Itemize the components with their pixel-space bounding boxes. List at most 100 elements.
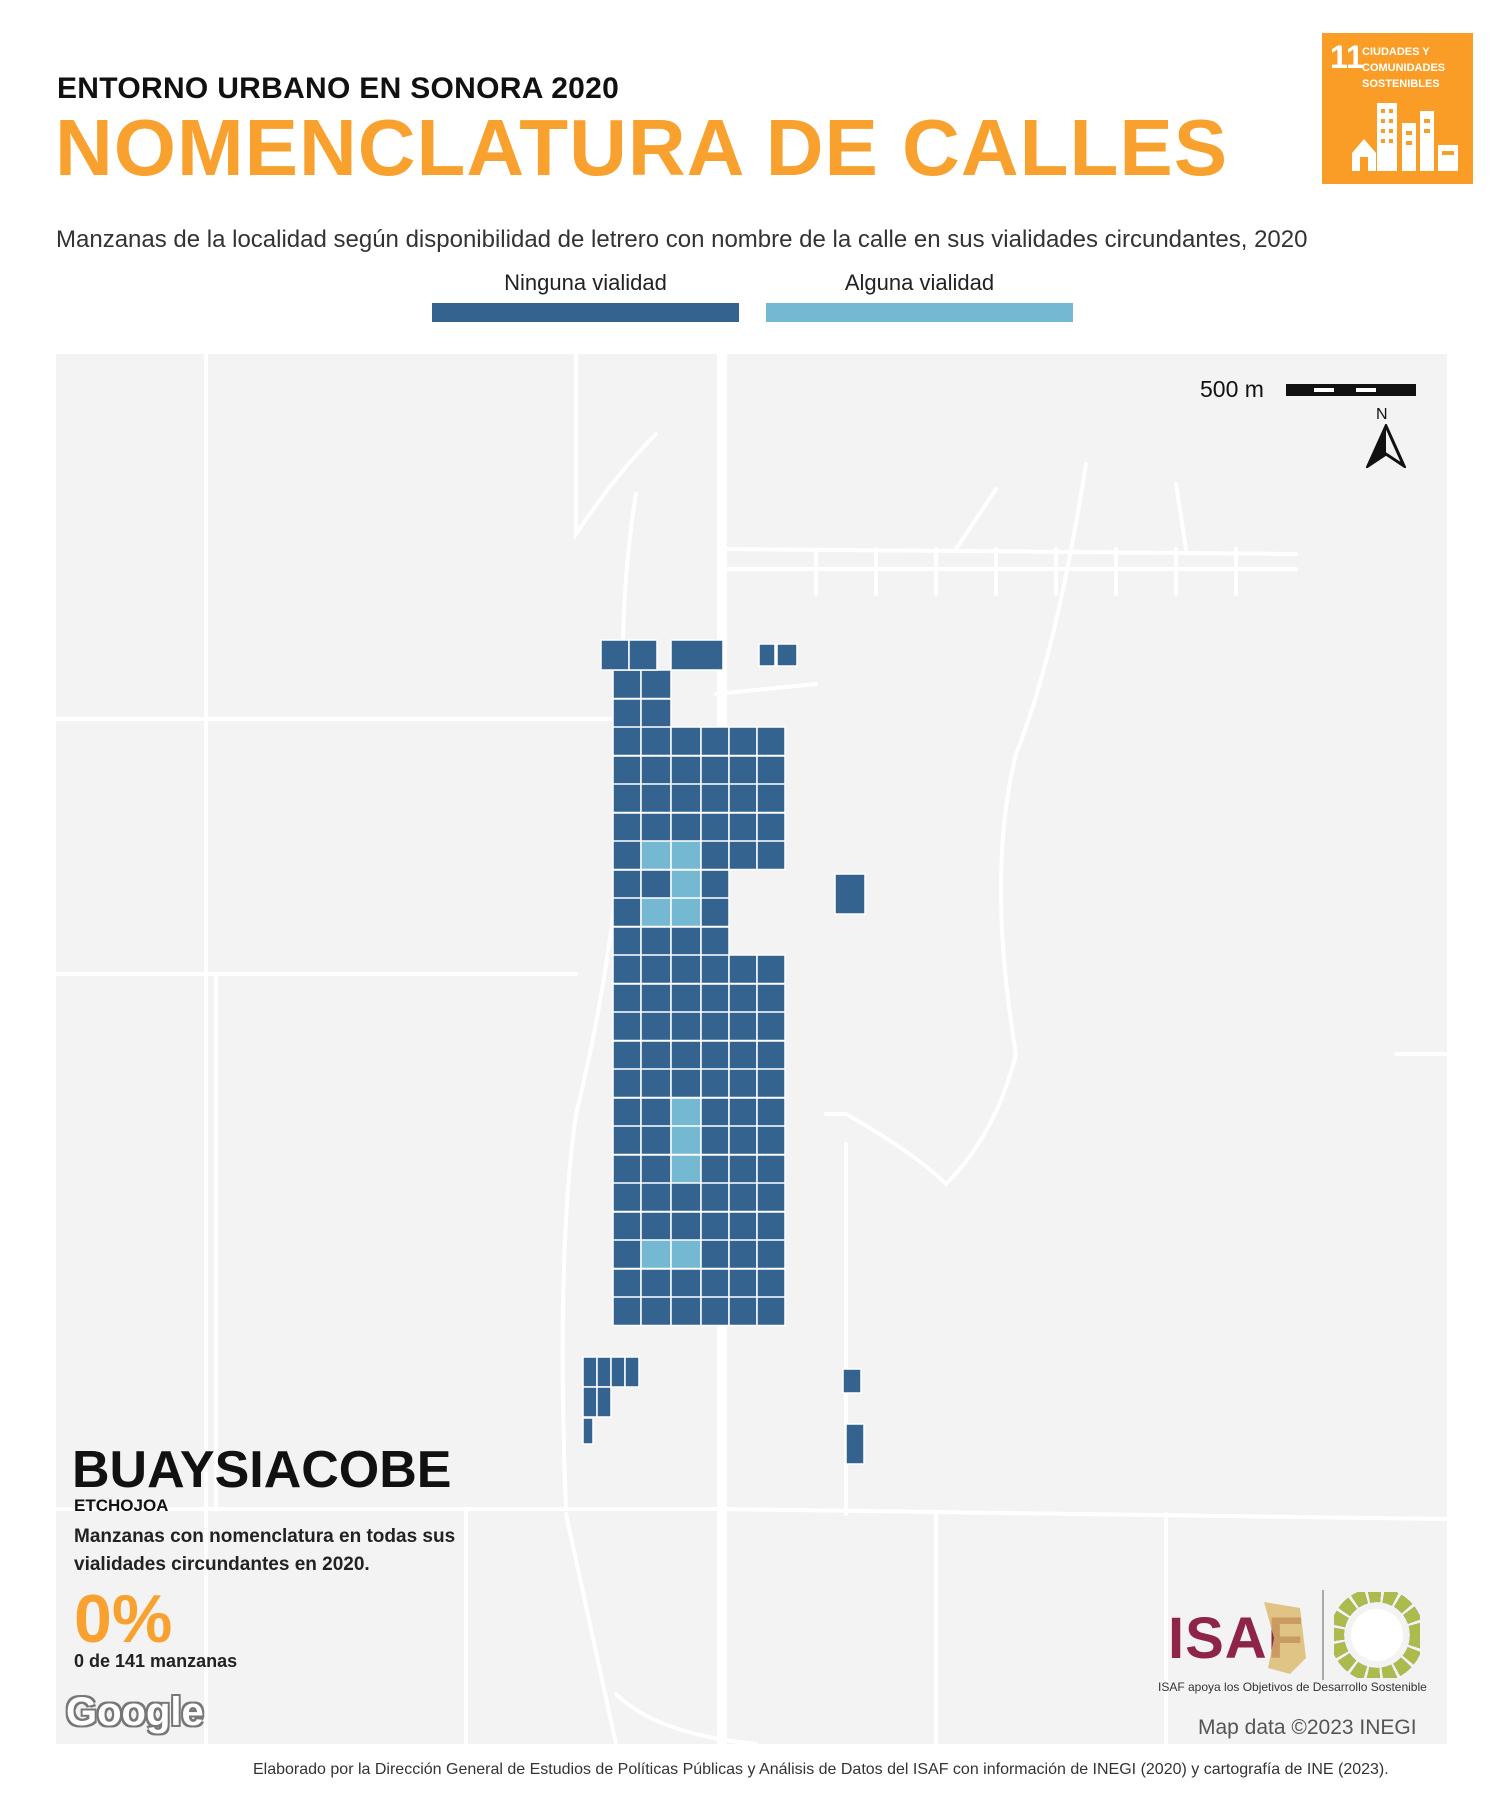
city-block <box>600 639 630 671</box>
city-block <box>700 983 730 1014</box>
sdg-wheel-icon <box>1334 1592 1420 1678</box>
city-block <box>628 639 658 671</box>
blocks-layer <box>582 639 866 1465</box>
city-block <box>756 726 786 757</box>
scale-bar-icon <box>1286 384 1416 396</box>
city-block <box>612 954 642 985</box>
summary-percent: 0% <box>74 1581 173 1657</box>
city-block <box>700 726 730 757</box>
map-attribution: Map data ©2023 INEGI <box>1198 1716 1417 1739</box>
city-block <box>700 926 730 957</box>
city-block <box>670 1296 702 1327</box>
city-block <box>842 1368 862 1394</box>
city-block <box>670 1011 702 1042</box>
city-block <box>700 1011 730 1042</box>
city-block <box>596 1356 612 1388</box>
city-block <box>758 643 776 667</box>
page-subtitle: Manzanas de la localidad según disponibi… <box>56 226 1308 253</box>
city-block <box>612 1296 642 1327</box>
city-block <box>612 1011 642 1042</box>
city-block <box>612 840 642 871</box>
city-block <box>756 1296 786 1327</box>
city-block <box>728 1154 758 1185</box>
city-block <box>612 726 642 757</box>
city-block <box>728 783 758 814</box>
city-block <box>612 698 642 729</box>
city-block <box>700 812 730 843</box>
city-block <box>700 783 730 814</box>
city-block <box>612 926 642 957</box>
city-block <box>670 812 702 843</box>
city-block <box>612 1211 642 1242</box>
city-block <box>640 669 672 700</box>
city-block <box>700 1211 730 1242</box>
city-block <box>670 1182 702 1213</box>
city-block <box>700 869 730 900</box>
city-block <box>612 812 642 843</box>
city-block <box>756 1068 786 1099</box>
city-block <box>728 1125 758 1156</box>
city-block <box>728 1268 758 1299</box>
city-block <box>670 755 702 786</box>
city-block <box>670 840 702 871</box>
city-block <box>640 1068 672 1099</box>
legend-swatch <box>432 303 739 322</box>
sdg-text: CIUDADES Y COMUNIDADES SOSTENIBLES <box>1362 46 1446 90</box>
city-block <box>728 840 758 871</box>
city-block <box>700 1125 730 1156</box>
city-block <box>640 1125 672 1156</box>
city-block <box>612 869 642 900</box>
summary-count: 0 de 141 manzanas <box>74 1651 238 1671</box>
sdg11-badge: 11 CIUDADES Y COMUNIDADES SOSTENIBLES <box>1322 33 1473 184</box>
city-block <box>728 726 758 757</box>
city-block <box>640 1011 672 1042</box>
city-block <box>640 698 672 729</box>
city-block <box>670 926 702 957</box>
city-block <box>670 726 702 757</box>
city-block <box>728 755 758 786</box>
legend-label: Alguna vialidad <box>844 270 995 295</box>
city-block <box>582 1386 598 1418</box>
city-block <box>700 1296 730 1327</box>
map-area[interactable]: 500 m N <box>56 354 1447 1744</box>
city-block <box>612 1068 642 1099</box>
kicker-title: ENTORNO URBANO EN SONORA 2020 <box>57 72 620 105</box>
city-block <box>670 983 702 1014</box>
city-block <box>670 1268 702 1299</box>
city-block <box>582 1417 594 1445</box>
city-block <box>612 1125 642 1156</box>
city-block <box>612 1268 642 1299</box>
city-block <box>612 1097 642 1128</box>
city-block <box>700 840 730 871</box>
city-block <box>728 1211 758 1242</box>
city-block <box>756 1125 786 1156</box>
page-title: NOMENCLATURA DE CALLES <box>55 103 1229 192</box>
city-block <box>700 1182 730 1213</box>
city-block <box>728 1097 758 1128</box>
city-block <box>670 1125 702 1156</box>
city-block <box>670 1239 702 1270</box>
city-block <box>728 1011 758 1042</box>
city-block <box>728 1239 758 1270</box>
city-block <box>700 1239 730 1270</box>
city-block <box>845 1423 865 1465</box>
city-block <box>700 954 730 985</box>
city-block <box>624 1356 640 1388</box>
city-block <box>756 1268 786 1299</box>
city-block <box>640 897 672 928</box>
city-block <box>728 954 758 985</box>
scale-label: 500 m <box>1200 376 1264 402</box>
city-block <box>612 783 642 814</box>
city-block <box>596 1386 612 1418</box>
city-block <box>756 783 786 814</box>
city-block <box>640 783 672 814</box>
footer-credit: Elaborado por la Dirección General de Es… <box>253 1761 1389 1778</box>
city-block <box>670 897 702 928</box>
city-block <box>670 639 724 671</box>
city-block <box>670 1154 702 1185</box>
city-block <box>756 983 786 1014</box>
north-arrow-icon <box>1366 424 1406 468</box>
city-block <box>612 755 642 786</box>
legend-label: Ninguna vialidad <box>504 270 667 295</box>
city-block <box>670 954 702 985</box>
